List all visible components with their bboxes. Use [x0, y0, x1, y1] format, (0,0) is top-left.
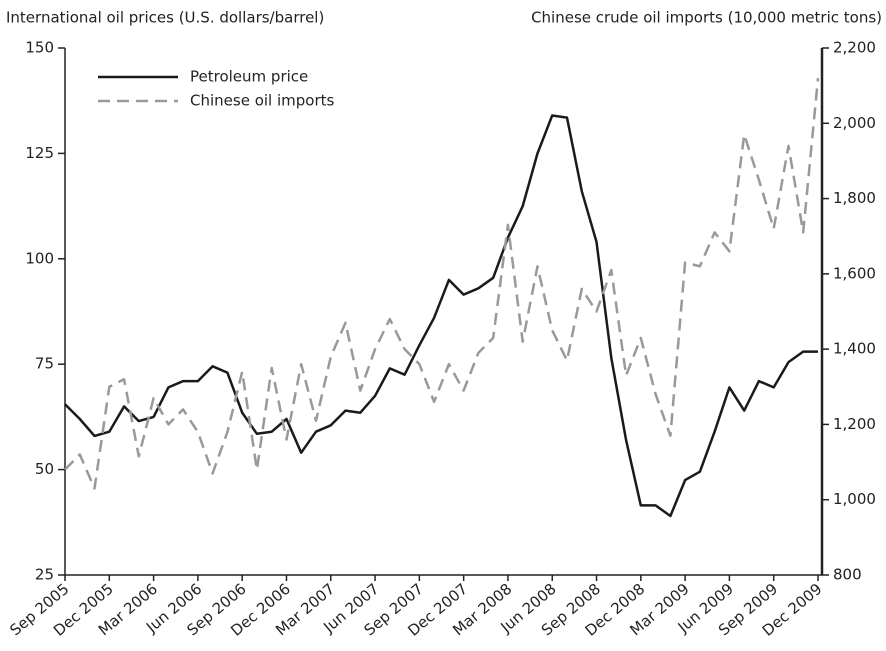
- y2-tick-label: 1,800: [833, 189, 876, 207]
- y2-tick-label: 800: [833, 566, 862, 584]
- y-axis-title: International oil prices (U.S. dollars/b…: [6, 9, 324, 27]
- y-tick-label: 150: [25, 39, 54, 57]
- series-line: [64, 77, 820, 490]
- legend-label: Chinese oil imports: [190, 92, 335, 110]
- y2-tick-label: 1,400: [833, 340, 876, 358]
- legend-label: Petroleum price: [190, 68, 308, 86]
- series-line: [64, 114, 818, 518]
- y-tick-label: 50: [35, 460, 54, 478]
- y2-tick-label: 2,200: [833, 39, 876, 57]
- y2-tick-label: 1,000: [833, 490, 876, 508]
- y2-axis-title: Chinese crude oil imports (10,000 metric…: [531, 9, 882, 27]
- y2-tick-label: 2,000: [833, 114, 876, 132]
- y2-tick-label: 1,200: [833, 415, 876, 433]
- y-tick-label: 125: [25, 144, 54, 162]
- y2-tick-label: 1,600: [833, 264, 876, 282]
- y-tick-label: 25: [35, 566, 54, 584]
- y-tick-label: 75: [35, 355, 54, 373]
- y-tick-label: 100: [25, 249, 54, 267]
